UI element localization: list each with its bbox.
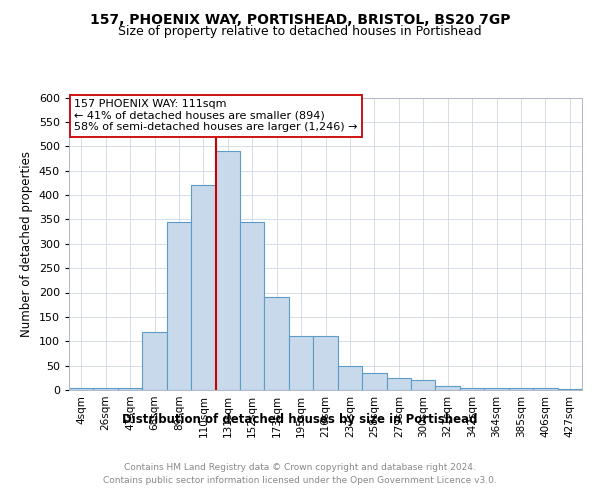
Text: Contains HM Land Registry data © Crown copyright and database right 2024.: Contains HM Land Registry data © Crown c… [124,462,476,471]
Bar [411,380,436,390]
Bar [436,386,460,390]
Bar [313,336,338,390]
Bar [265,298,289,390]
Bar [289,336,313,390]
Bar [215,151,240,390]
Bar [240,222,265,390]
Bar [142,332,167,390]
Bar [118,388,142,390]
Bar [509,388,533,390]
Bar [167,222,191,390]
Bar [533,388,557,390]
Bar [557,388,582,390]
Bar [338,366,362,390]
Bar [460,388,484,390]
Bar [94,388,118,390]
Text: 157 PHOENIX WAY: 111sqm
← 41% of detached houses are smaller (894)
58% of semi-d: 157 PHOENIX WAY: 111sqm ← 41% of detache… [74,99,358,132]
Bar [69,388,94,390]
Bar [362,373,386,390]
Y-axis label: Number of detached properties: Number of detached properties [20,151,33,337]
Text: Size of property relative to detached houses in Portishead: Size of property relative to detached ho… [118,25,482,38]
Bar [191,185,215,390]
Text: Contains public sector information licensed under the Open Government Licence v3: Contains public sector information licen… [103,476,497,485]
Text: Distribution of detached houses by size in Portishead: Distribution of detached houses by size … [122,412,478,426]
Text: 157, PHOENIX WAY, PORTISHEAD, BRISTOL, BS20 7GP: 157, PHOENIX WAY, PORTISHEAD, BRISTOL, B… [90,12,510,26]
Bar [386,378,411,390]
Bar [484,388,509,390]
